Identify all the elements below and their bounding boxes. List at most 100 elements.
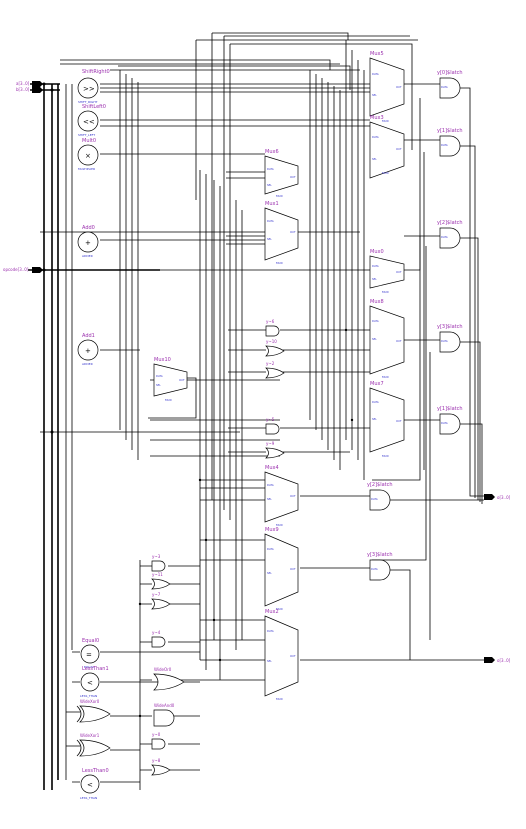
svg-text:y~3: y~3: [152, 554, 161, 559]
gate-y7: y~7: [151, 592, 171, 610]
svg-text:Mux2: Mux2: [265, 609, 279, 615]
svg-text:y~6: y~6: [266, 319, 275, 324]
svg-text:b[3..0]: b[3..0]: [16, 87, 30, 92]
svg-text:MUX: MUX: [382, 375, 389, 379]
svg-text:DATA: DATA: [441, 339, 448, 343]
svg-text:MUX: MUX: [276, 607, 283, 611]
svg-text:y[3]$latch: y[3]$latch: [437, 324, 463, 330]
operator-equal0: = Equal0 EQUAL: [80, 638, 100, 669]
gate-y9: y~9: [265, 441, 285, 459]
svg-text:DATA: DATA: [371, 497, 378, 501]
gate-wideand0: WideAnd0: [153, 703, 175, 727]
svg-text:SEL: SEL: [372, 157, 377, 161]
latch-y2-2: y[2]$latch DATA: [367, 482, 393, 511]
svg-text:OUT: OUT: [290, 230, 296, 234]
svg-text:DATA: DATA: [441, 235, 448, 239]
gate-y6: y~6: [265, 319, 280, 337]
svg-text:Mux4: Mux4: [265, 465, 279, 471]
svg-text:OUT: OUT: [396, 419, 402, 423]
svg-text:DATA: DATA: [441, 143, 448, 147]
svg-text:OUT: OUT: [179, 378, 185, 382]
svg-text:LessThan0: LessThan0: [82, 768, 109, 774]
svg-text:Mux9: Mux9: [265, 527, 279, 533]
svg-text:MUX: MUX: [276, 523, 283, 527]
svg-text:MUX: MUX: [382, 454, 389, 458]
svg-text:SEL: SEL: [372, 93, 377, 97]
svg-text:o[3..0]: o[3..0]: [497, 658, 511, 663]
gate-widexor0: WideXor0: [76, 699, 111, 723]
mux-mux5: Mux5 DATA SEL OUT MUX: [369, 51, 405, 123]
svg-text:opcode[3..0]: opcode[3..0]: [3, 267, 29, 272]
gate-y11: y~11: [151, 572, 171, 590]
operator-mult0: × Mult0 MULTIPLIER: [77, 138, 99, 171]
mux-mux8: Mux8 DATA SEL OUT MUX: [369, 299, 405, 379]
svg-text:y~11: y~11: [152, 572, 163, 577]
svg-text:Mux6: Mux6: [265, 149, 279, 155]
svg-text:Equal0: Equal0: [82, 638, 99, 644]
svg-text:SEL: SEL: [267, 497, 272, 501]
svg-text:>>: >>: [83, 85, 95, 93]
svg-text:DATA: DATA: [372, 264, 379, 268]
svg-text:WideOr0: WideOr0: [154, 667, 172, 672]
svg-text:Mult0: Mult0: [82, 138, 96, 144]
svg-text:OUT: OUT: [396, 339, 402, 343]
mux-mux2: Mux2 DATA SEL OUT MUX: [264, 609, 299, 701]
gate-y2: y~2: [265, 361, 285, 379]
svg-text:OUT: OUT: [290, 494, 296, 498]
svg-text:DATA: DATA: [372, 319, 379, 323]
operator-add0: + Add0 ADDER: [77, 225, 99, 258]
svg-text:MULTIPLIER: MULTIPLIER: [78, 167, 95, 171]
svg-text:DATA: DATA: [371, 567, 378, 571]
svg-text:y~0: y~0: [152, 732, 161, 737]
svg-text:Add0: Add0: [82, 225, 95, 231]
latch-y2-1: y[2]$latch DATA: [437, 220, 463, 249]
svg-text:DATA: DATA: [372, 72, 379, 76]
svg-text:MUX: MUX: [382, 290, 389, 294]
svg-text:OUT: OUT: [396, 270, 402, 274]
svg-text:SEL: SEL: [372, 277, 377, 281]
svg-text:Add1: Add1: [82, 333, 95, 339]
svg-text:SEL: SEL: [267, 237, 272, 241]
svg-text:WideXor1: WideXor1: [80, 733, 100, 738]
svg-text:OUT: OUT: [290, 175, 296, 179]
svg-text:y~9: y~9: [266, 441, 275, 446]
svg-text:y~10: y~10: [266, 339, 277, 344]
gate-y4: y~4: [151, 630, 166, 648]
svg-text:DATA: DATA: [156, 374, 163, 378]
svg-text:Mux10: Mux10: [154, 357, 171, 363]
latch-y0-1: y[0]$latch DATA: [437, 70, 463, 99]
mux-mux9: Mux9 DATA SEL OUT MUX: [264, 527, 299, 611]
latch-y1-2: y[1]$latch DATA: [437, 406, 463, 435]
latch-y1-1: y[1]$latch DATA: [437, 128, 463, 157]
operator-lessthan0: < LessThan0 LESS_THAN: [80, 768, 109, 800]
operator-add1: + Add1 ADDER: [77, 333, 99, 366]
svg-text:Mux5: Mux5: [370, 51, 384, 57]
svg-text:DATA: DATA: [267, 547, 274, 551]
svg-text:ShiftLeft0: ShiftLeft0: [82, 104, 106, 110]
svg-text:<<: <<: [83, 118, 95, 126]
svg-text:Mux7: Mux7: [370, 381, 384, 387]
mux-mux1: Mux1 DATA SEL OUT MUX: [264, 201, 299, 265]
svg-text:y~4: y~4: [152, 630, 161, 635]
svg-text:OUT: OUT: [290, 567, 296, 571]
svg-text:DATA: DATA: [267, 219, 274, 223]
svg-text:DATA: DATA: [267, 483, 274, 487]
mux-mux3: Mux3 DATA SEL OUT MUX: [369, 115, 405, 179]
svg-text:Mux3: Mux3: [370, 115, 384, 121]
svg-text:<: <: [87, 679, 93, 687]
svg-text:MUX: MUX: [382, 119, 389, 123]
mux-mux6: Mux6 DATA SEL OUT MUX: [264, 149, 299, 198]
svg-text:EQUAL: EQUAL: [84, 665, 95, 669]
svg-text:LESS_THAN: LESS_THAN: [80, 796, 97, 800]
svg-text:ShiftRight0: ShiftRight0: [82, 69, 110, 75]
svg-text:SEL: SEL: [267, 571, 272, 575]
input-port-opcode: opcode[3..0]: [3, 267, 43, 273]
svg-text:Mux0: Mux0: [370, 249, 384, 255]
svg-text:SEL: SEL: [372, 417, 377, 421]
svg-text:<: <: [87, 781, 93, 789]
mux-mux4: Mux4 DATA SEL OUT MUX: [264, 465, 299, 527]
svg-text:WideAnd0: WideAnd0: [154, 703, 175, 708]
svg-text:SHIFT_RIGHT: SHIFT_RIGHT: [78, 100, 98, 104]
